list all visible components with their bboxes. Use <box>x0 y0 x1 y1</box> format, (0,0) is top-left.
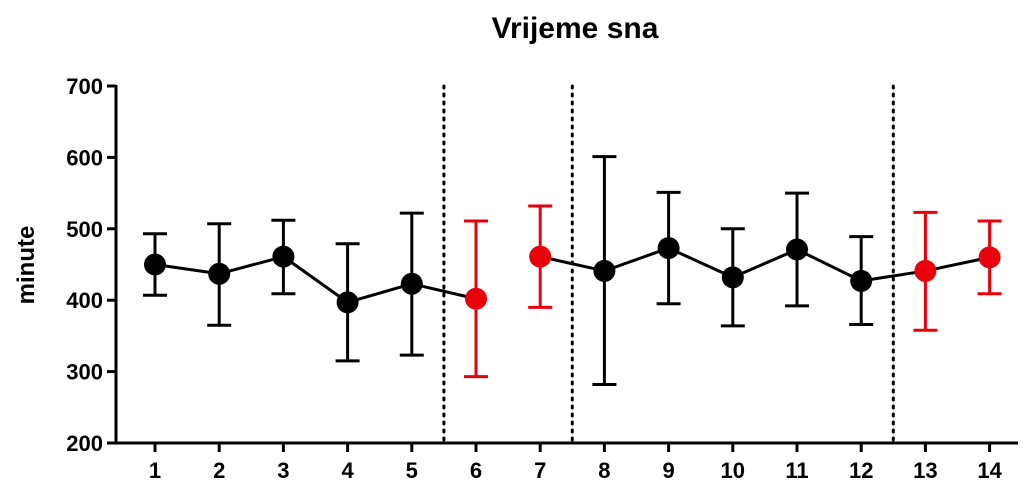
x-tick-label: 6 <box>470 458 482 483</box>
data-point <box>400 272 423 295</box>
x-tick-label: 1 <box>149 458 161 483</box>
x-tick-label: 3 <box>277 458 289 483</box>
x-tick-label: 12 <box>849 458 873 483</box>
data-point <box>465 287 487 310</box>
data-point <box>208 262 231 285</box>
y-axis-label: minute <box>13 226 40 305</box>
x-tick-label: 9 <box>662 458 674 483</box>
data-point <box>272 245 295 268</box>
data-point <box>336 291 359 314</box>
data-point <box>529 245 552 268</box>
data-point <box>978 246 1001 269</box>
y-tick-label: 700 <box>66 74 103 99</box>
x-tick-label: 7 <box>534 458 546 483</box>
y-tick-label: 600 <box>66 145 103 170</box>
data-point <box>786 238 808 261</box>
x-tick-label: 14 <box>977 458 1002 483</box>
x-tick-label: 2 <box>213 458 225 483</box>
y-tick-label: 400 <box>66 288 103 313</box>
data-point <box>850 269 873 292</box>
data-point <box>721 266 744 289</box>
data-point <box>914 259 937 282</box>
data-point <box>657 237 680 260</box>
x-tick-label: 5 <box>406 458 418 483</box>
x-tick-label: 10 <box>721 458 745 483</box>
x-tick-label: 4 <box>341 458 354 483</box>
y-tick-label: 500 <box>66 217 103 242</box>
x-tick-label: 13 <box>913 458 937 483</box>
data-series <box>143 155 1002 386</box>
chart-title: Vrijeme sna <box>492 12 659 45</box>
data-point <box>144 253 166 276</box>
x-tick-label: 8 <box>598 458 610 483</box>
y-tick-label: 300 <box>66 360 103 385</box>
x-tick-label: 11 <box>785 458 808 483</box>
mean-line <box>154 255 477 304</box>
data-point <box>593 259 616 282</box>
y-tick-label: 200 <box>66 431 103 456</box>
